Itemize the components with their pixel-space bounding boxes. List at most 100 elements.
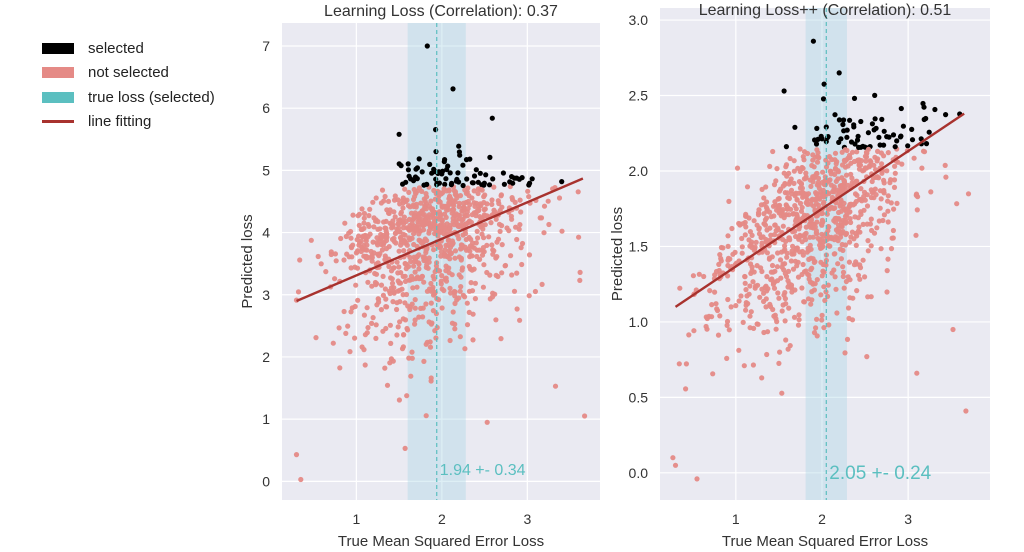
not-selected-point: [840, 264, 846, 270]
not-selected-point: [786, 170, 792, 176]
not-selected-point: [423, 413, 429, 419]
not-selected-point: [764, 250, 771, 256]
not-selected-point: [703, 323, 709, 330]
not-selected-point: [777, 257, 784, 263]
not-selected-point: [914, 207, 920, 213]
not-selected-point: [406, 355, 412, 361]
not-selected-point: [446, 194, 453, 201]
not-selected-point: [556, 195, 563, 201]
not-selected-point: [825, 223, 832, 230]
selected-point: [514, 175, 520, 181]
not-selected-point: [837, 246, 843, 252]
legend-swatch: [42, 67, 74, 79]
not-selected-point: [468, 219, 474, 225]
not-selected-point: [709, 314, 715, 320]
not-selected-point: [817, 242, 823, 248]
not-selected-point: [713, 301, 719, 307]
not-selected-point: [767, 225, 773, 231]
not-selected-point: [341, 308, 347, 315]
not-selected-point: [795, 165, 801, 171]
not-selected-point: [810, 179, 816, 185]
not-selected-point: [710, 371, 716, 377]
not-selected-point: [348, 309, 354, 315]
not-selected-point: [862, 274, 868, 280]
not-selected-point: [845, 305, 852, 311]
not-selected-point: [795, 322, 802, 328]
not-selected-point: [759, 268, 765, 275]
not-selected-point: [511, 288, 518, 294]
not-selected-point: [406, 189, 412, 195]
not-selected-point: [457, 288, 463, 294]
not-selected-point: [475, 235, 481, 241]
selected-point: [464, 176, 470, 182]
not-selected-point: [426, 203, 432, 209]
not-selected-point: [865, 294, 871, 300]
not-selected-point: [820, 268, 826, 274]
not-selected-point: [355, 297, 361, 303]
not-selected-point: [383, 296, 389, 302]
not-selected-point: [394, 259, 400, 265]
not-selected-point: [357, 258, 363, 264]
not-selected-point: [423, 301, 429, 307]
not-selected-point: [676, 361, 682, 367]
legend-swatch: [42, 42, 74, 54]
selected-point: [792, 124, 798, 130]
not-selected-point: [820, 187, 826, 193]
not-selected-point: [407, 254, 413, 261]
selected-point: [436, 180, 442, 186]
not-selected-point: [481, 207, 487, 213]
not-selected-point: [395, 221, 401, 227]
not-selected-point: [450, 309, 456, 315]
selected-point: [455, 170, 461, 176]
legend-swatch: [42, 120, 74, 124]
not-selected-point: [365, 255, 371, 261]
not-selected-point: [404, 197, 410, 203]
not-selected-point: [813, 325, 819, 331]
not-selected-point: [456, 236, 462, 242]
selected-point: [840, 121, 846, 128]
not-selected-point: [942, 162, 948, 168]
not-selected-point: [452, 248, 459, 254]
not-selected-point: [519, 240, 526, 247]
not-selected-point: [388, 340, 394, 346]
not-selected-point: [431, 187, 437, 194]
not-selected-point: [772, 222, 778, 228]
not-selected-point: [474, 228, 480, 234]
not-selected-point: [407, 306, 413, 313]
not-selected-point: [412, 321, 418, 327]
not-selected-point: [772, 312, 778, 318]
selected-point: [855, 133, 861, 139]
not-selected-point: [762, 284, 768, 291]
not-selected-point: [346, 254, 352, 260]
not-selected-point: [487, 272, 493, 278]
not-selected-point: [384, 304, 390, 310]
not-selected-point: [756, 207, 762, 213]
not-selected-point: [856, 197, 863, 203]
not-selected-point: [328, 249, 334, 255]
not-selected-point: [832, 215, 838, 222]
not-selected-point: [787, 155, 793, 162]
not-selected-point: [761, 195, 767, 201]
not-selected-point: [452, 293, 458, 299]
not-selected-point: [354, 237, 360, 243]
not-selected-point: [430, 212, 436, 218]
selected-point: [821, 81, 827, 87]
not-selected-point: [443, 203, 449, 209]
not-selected-point: [514, 270, 520, 276]
selected-point: [501, 181, 507, 187]
not-selected-point: [771, 182, 778, 188]
not-selected-point: [313, 335, 319, 341]
not-selected-point: [416, 266, 422, 272]
not-selected-point: [484, 419, 490, 425]
not-selected-point: [467, 202, 473, 208]
selected-point: [427, 161, 433, 167]
not-selected-point: [786, 195, 793, 202]
selected-point: [473, 167, 479, 173]
not-selected-point: [860, 221, 866, 227]
not-selected-point: [839, 223, 845, 229]
not-selected-point: [899, 161, 905, 167]
not-selected-point: [836, 209, 842, 216]
selected-point: [865, 130, 872, 136]
not-selected-point: [380, 292, 386, 298]
not-selected-point: [396, 248, 402, 254]
